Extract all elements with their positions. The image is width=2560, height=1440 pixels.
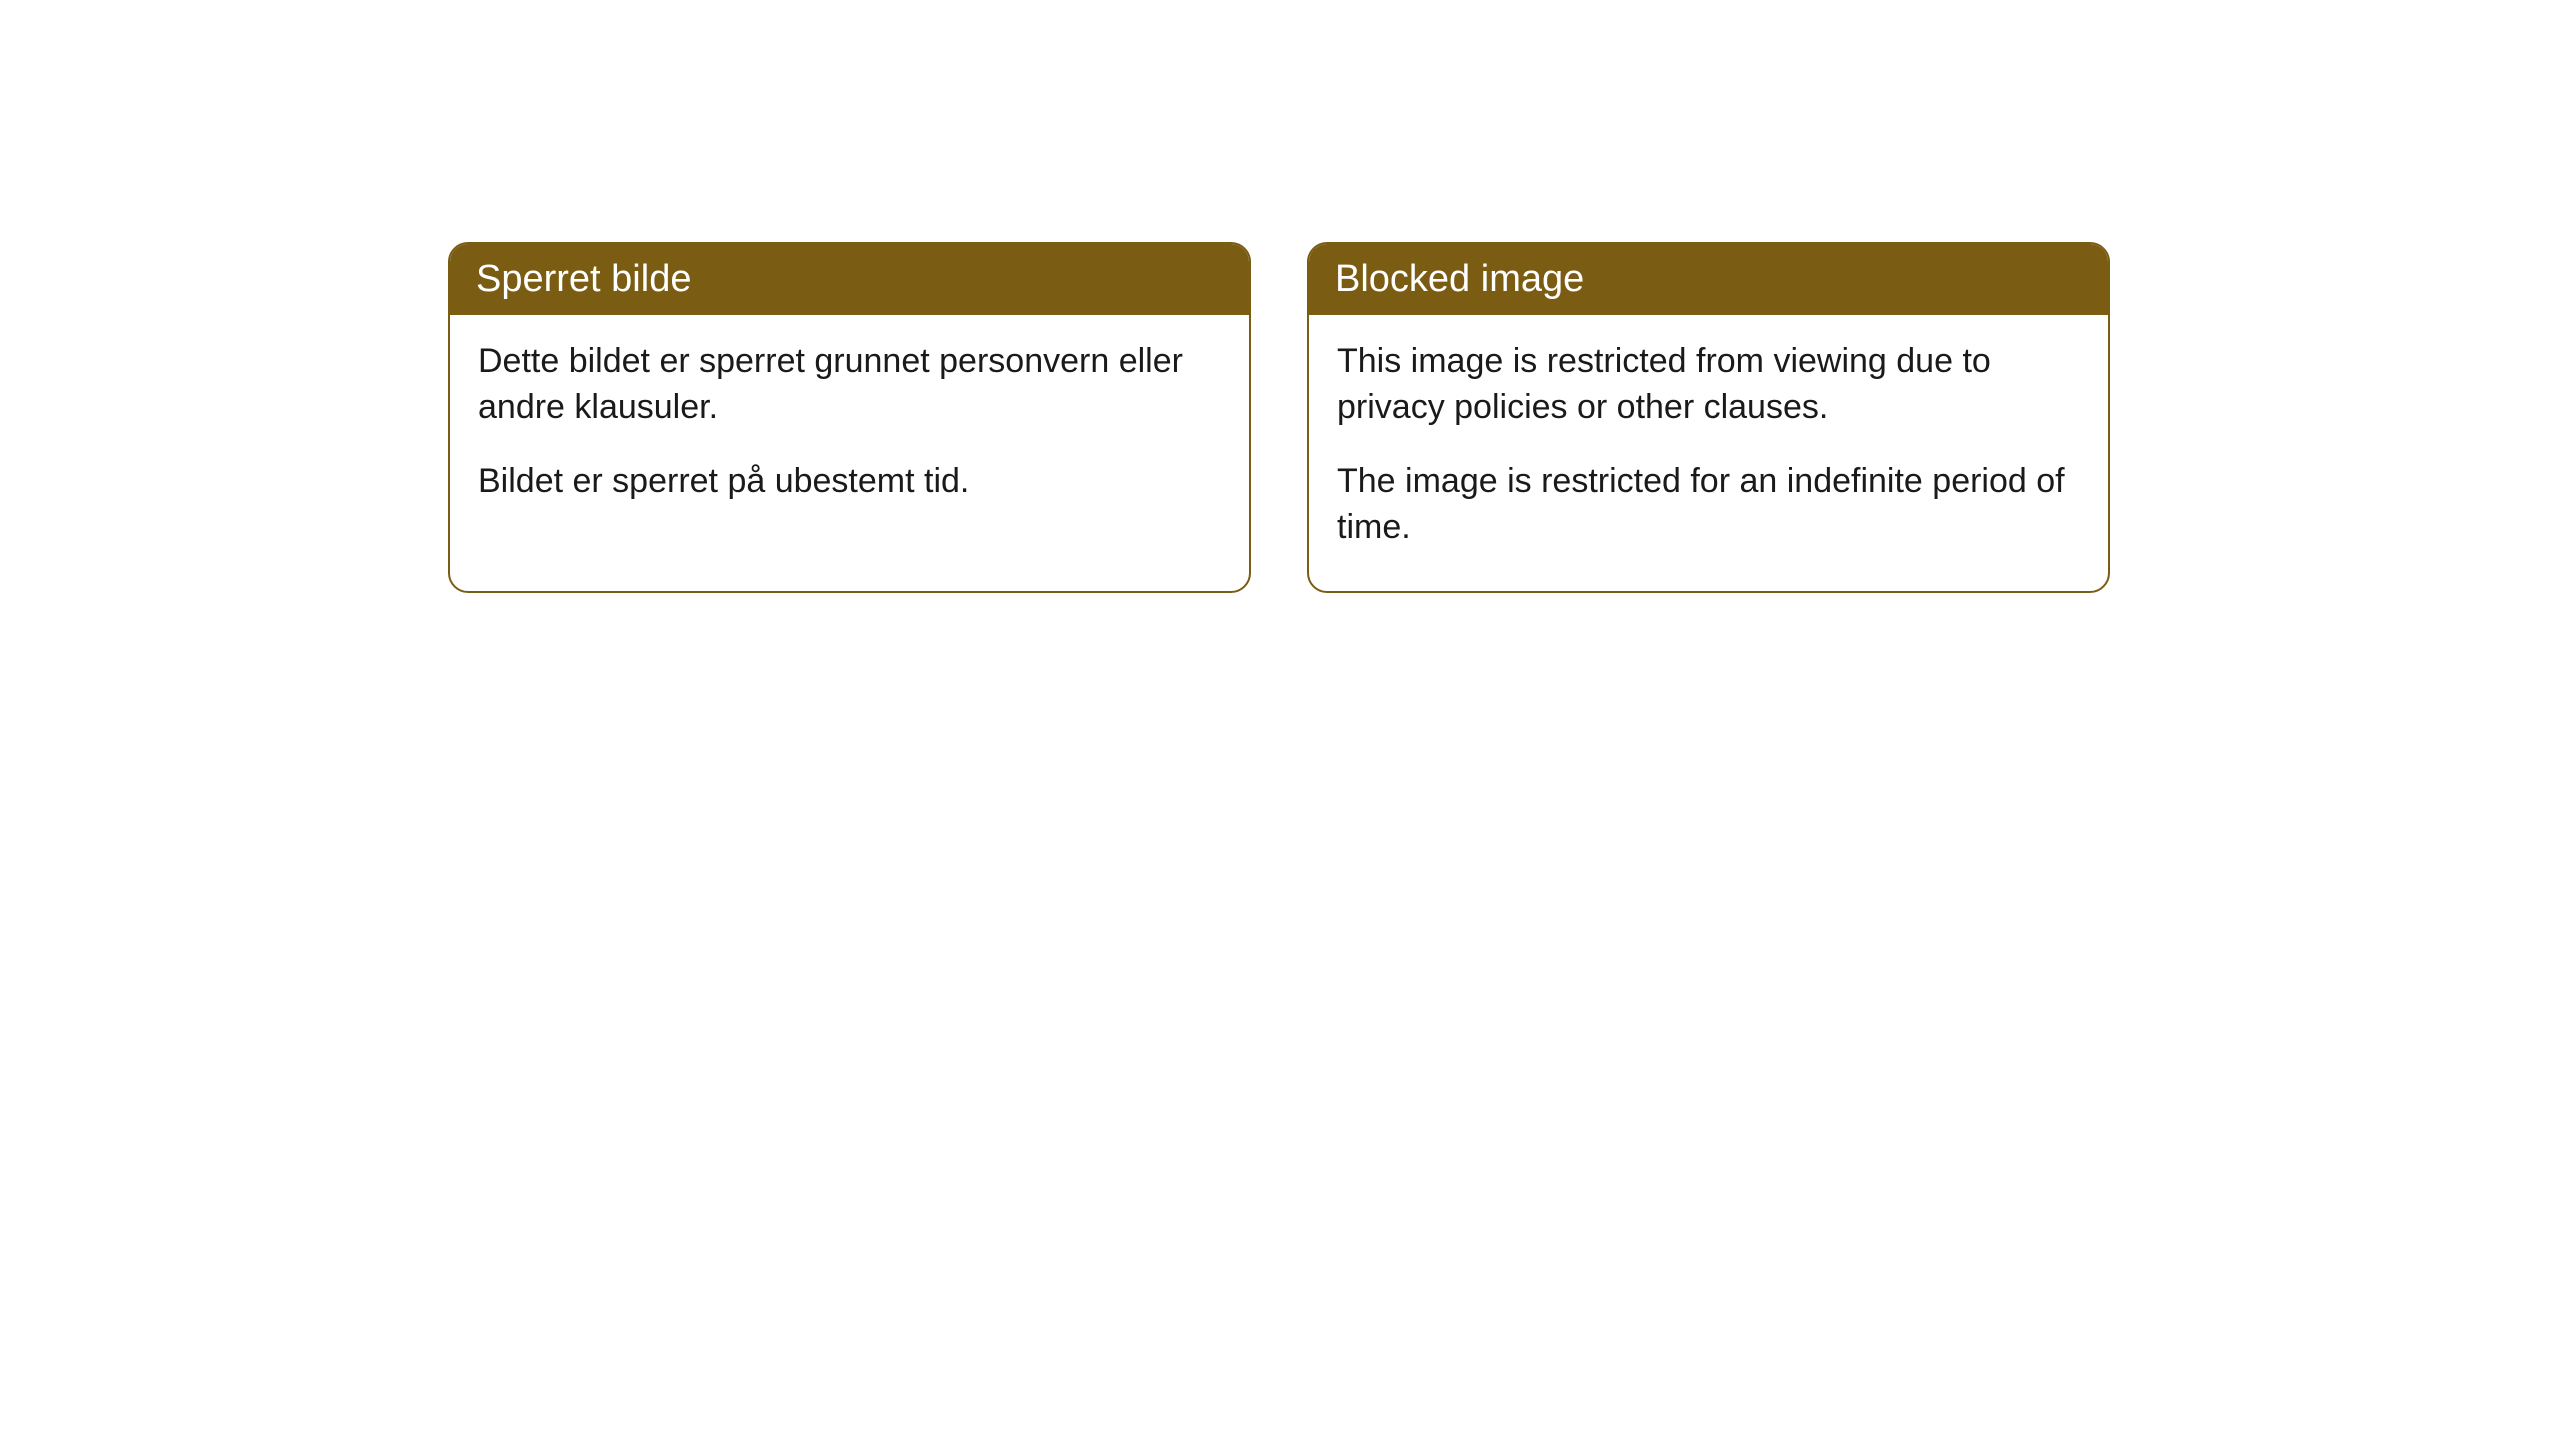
card-text-norwegian-2: Bildet er sperret på ubestemt tid.: [478, 459, 1221, 505]
card-header-english: Blocked image: [1309, 244, 2108, 315]
notice-card-norwegian: Sperret bilde Dette bildet er sperret gr…: [448, 242, 1251, 593]
card-text-norwegian-1: Dette bildet er sperret grunnet personve…: [478, 339, 1221, 431]
card-body-english: This image is restricted from viewing du…: [1309, 315, 2108, 591]
card-header-norwegian: Sperret bilde: [450, 244, 1249, 315]
card-body-norwegian: Dette bildet er sperret grunnet personve…: [450, 315, 1249, 545]
card-text-english-1: This image is restricted from viewing du…: [1337, 339, 2080, 431]
card-text-english-2: The image is restricted for an indefinit…: [1337, 459, 2080, 551]
notice-cards-container: Sperret bilde Dette bildet er sperret gr…: [448, 242, 2110, 593]
notice-card-english: Blocked image This image is restricted f…: [1307, 242, 2110, 593]
